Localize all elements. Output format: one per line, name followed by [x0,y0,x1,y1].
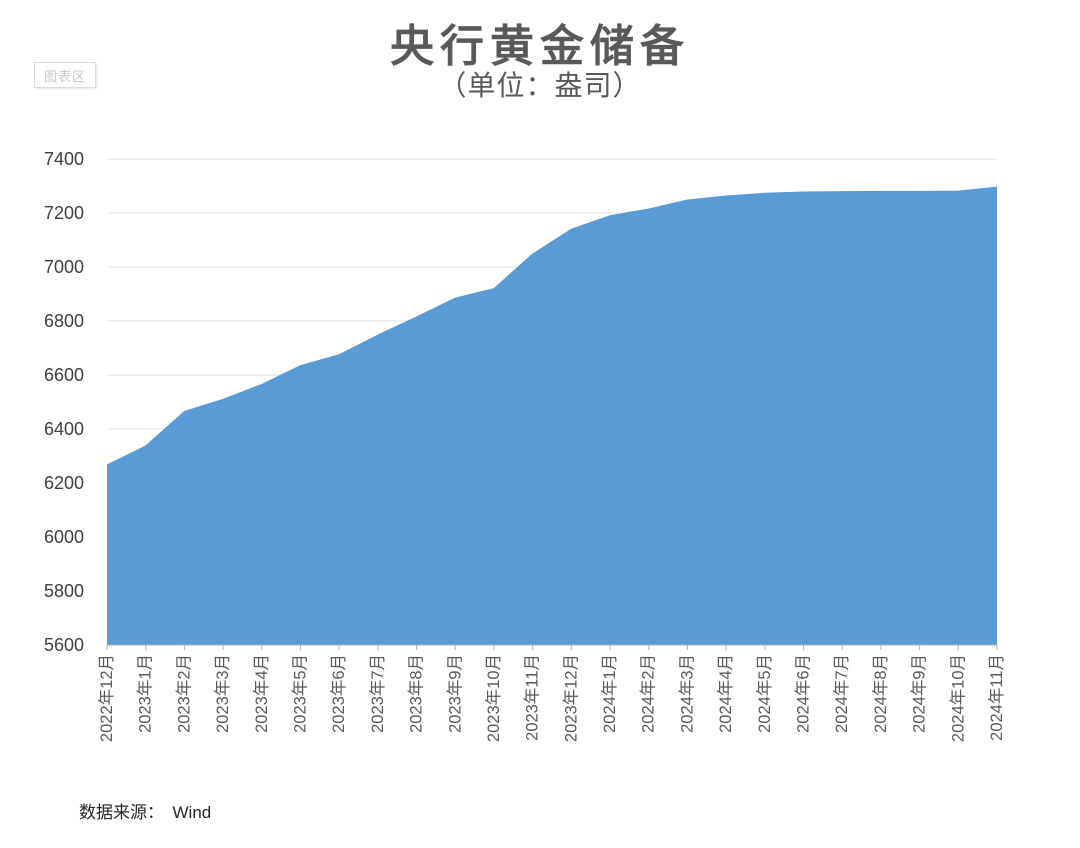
svg-text:2024年2月: 2024年2月 [639,654,658,733]
svg-text:2024年5月: 2024年5月 [755,654,774,733]
svg-text:2024年1月: 2024年1月 [600,654,619,733]
svg-text:2023年9月: 2023年9月 [445,654,464,733]
svg-text:2023年1月: 2023年1月 [136,654,155,733]
svg-text:7400: 7400 [44,149,84,169]
svg-text:2024年10月: 2024年10月 [948,654,967,742]
svg-text:2023年11月: 2023年11月 [523,654,542,741]
svg-text:2023年4月: 2023年4月 [252,654,271,733]
svg-text:6000: 6000 [44,527,84,547]
svg-text:6800: 6800 [44,311,84,331]
svg-text:2023年2月: 2023年2月 [174,654,193,733]
svg-text:2024年8月: 2024年8月 [871,654,890,733]
svg-text:5800: 5800 [44,581,84,601]
svg-text:2022年12月: 2022年12月 [97,654,116,742]
svg-text:2023年10月: 2023年10月 [484,654,503,742]
svg-text:2023年3月: 2023年3月 [213,654,232,733]
svg-text:2024年6月: 2024年6月 [794,654,813,733]
svg-text:2024年3月: 2024年3月 [677,654,696,733]
svg-text:2024年9月: 2024年9月 [910,654,929,733]
svg-text:2024年7月: 2024年7月 [832,654,851,733]
svg-text:2023年12月: 2023年12月 [561,654,580,742]
svg-text:7000: 7000 [44,257,84,277]
svg-text:2024年4月: 2024年4月 [716,654,735,733]
svg-text:5600: 5600 [44,635,84,655]
svg-text:6600: 6600 [44,365,84,385]
svg-text:2023年5月: 2023年5月 [290,654,309,733]
svg-text:6400: 6400 [44,419,84,439]
svg-text:2023年6月: 2023年6月 [329,654,348,733]
svg-text:2023年8月: 2023年8月 [407,654,426,733]
svg-text:2023年7月: 2023年7月 [368,654,387,733]
svg-text:2024年11月: 2024年11月 [987,654,1006,741]
svg-text:6200: 6200 [44,473,84,493]
svg-text:7200: 7200 [44,203,84,223]
